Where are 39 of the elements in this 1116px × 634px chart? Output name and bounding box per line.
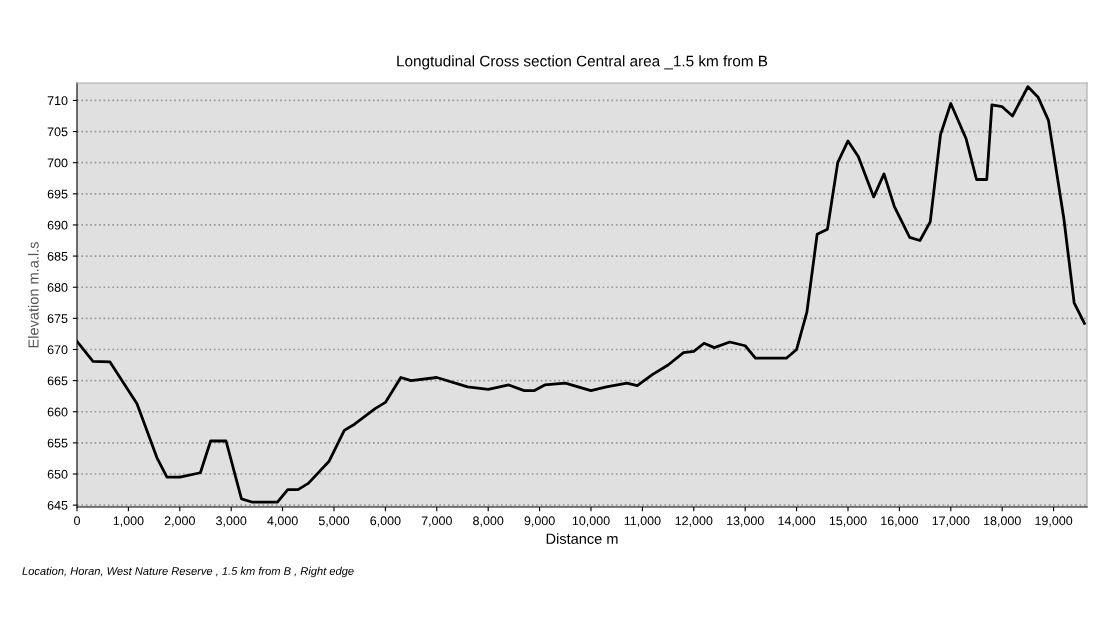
x-tick-label: 14,000 (778, 516, 816, 527)
y-tick-label: 670 (47, 345, 68, 355)
x-tick-label: 5,000 (318, 516, 350, 527)
y-tick-label: 685 (47, 251, 68, 261)
x-tick-label: 2,000 (164, 516, 195, 527)
x-tick-label: 19,000 (1035, 516, 1073, 527)
y-tick-label: 690 (47, 220, 68, 230)
y-tick-label: 695 (47, 189, 68, 199)
x-tick-label: 3,000 (216, 516, 247, 527)
y-tick-label: 650 (47, 469, 68, 479)
line-series (77, 85, 1086, 504)
y-tick-label: 660 (47, 407, 68, 417)
x-tick-label: 10,000 (572, 516, 610, 527)
x-tick-label: 0 (74, 516, 80, 526)
x-tick-label: 4,000 (267, 516, 298, 527)
y-tick-label: 710 (47, 96, 68, 106)
x-tick-label: 7,000 (421, 516, 452, 527)
chart-title: Longtudinal Cross section Central area _1.5 km from B (397, 55, 768, 70)
x-tick-label: 9,000 (524, 516, 555, 527)
x-tick-label: 13,000 (727, 516, 764, 527)
x-tick-label: 17,000 (932, 516, 970, 527)
x-tick-label: 8,000 (473, 516, 504, 527)
x-axis-title: Distance m (546, 533, 618, 544)
x-tick-label: 15,000 (829, 516, 867, 527)
y-tick-label: 680 (47, 283, 68, 292)
text: Location, Horan, West Nature Reserve , 1.5 km from B , Right edge (22, 566, 354, 578)
y-tick-label: 645 (47, 500, 68, 510)
x-tick-label: 16,000 (881, 516, 919, 527)
y-tick-label: 700 (47, 158, 68, 168)
x-tick-label: 11,000 (624, 516, 661, 527)
x-tick-label: 12,000 (675, 516, 713, 527)
x-tick-label: 1,000 (113, 516, 144, 527)
x-tick-label: 6,000 (370, 516, 401, 527)
y-tick-label: 655 (47, 438, 68, 448)
y-axis-title: Elevation m.a.l.s (27, 242, 39, 348)
x-tick-label: 18,000 (984, 516, 1021, 527)
y-tick-label: 675 (47, 314, 68, 323)
y-tick-label: 665 (47, 376, 68, 386)
y-tick-label: 705 (47, 127, 68, 137)
